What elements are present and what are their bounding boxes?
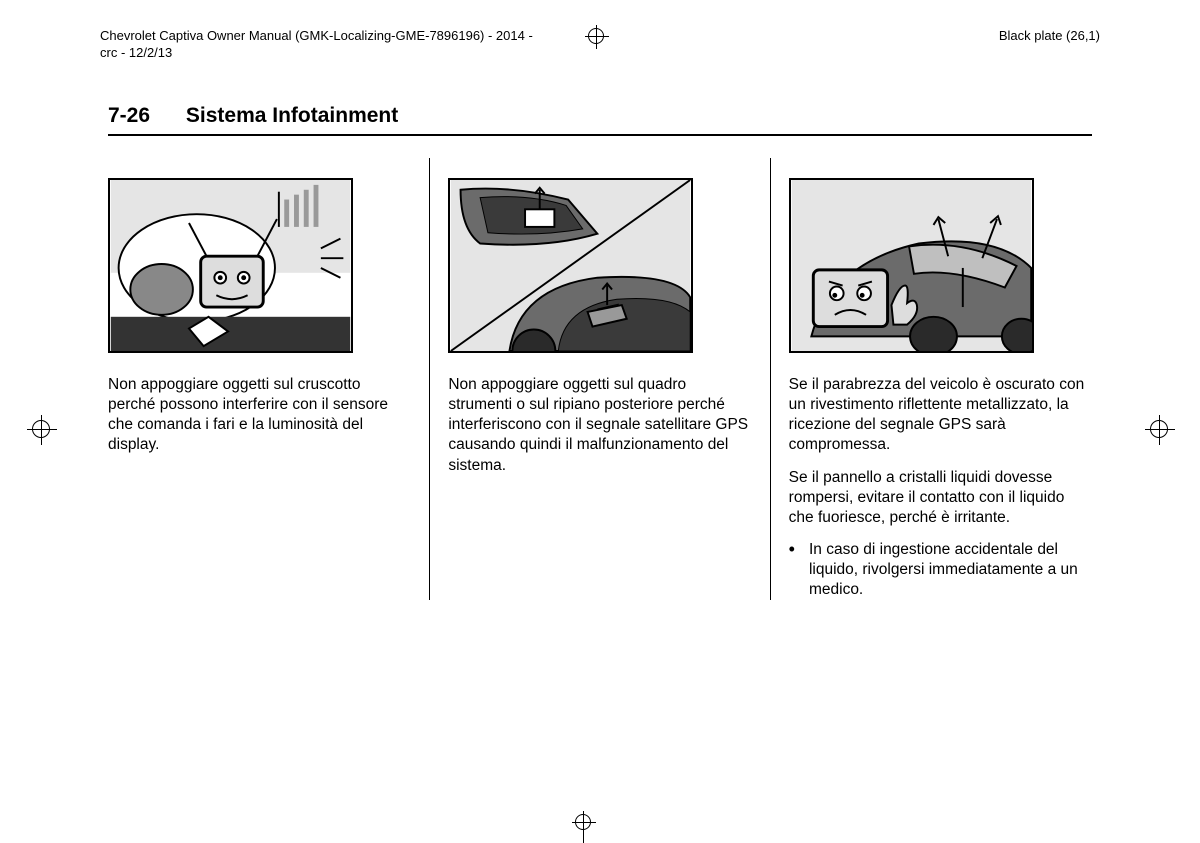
header-plate: Black plate (26,1) (999, 28, 1100, 62)
column-2: Non appoggiare oggetti sul quadro strume… (429, 158, 769, 600)
crop-mark-top-icon (588, 28, 604, 44)
column-3: Se il parabrezza del veicolo è oscurato … (770, 158, 1092, 600)
col3-bullet-text: In caso di ingestione accidentale del li… (809, 540, 1092, 600)
illustration-dashboard-sensor (108, 178, 353, 353)
registration-mark-left-icon (32, 420, 50, 438)
illustration-gps-obstruction (448, 178, 693, 353)
col1-text: Non appoggiare oggetti sul cruscotto per… (108, 375, 411, 456)
col2-text: Non appoggiare oggetti sul quadro strume… (448, 375, 751, 476)
page-number: 7-26 (108, 104, 150, 127)
bullet-dot-icon: • (789, 540, 795, 600)
col3-bullet-item: • In caso di ingestione accidentale del … (789, 540, 1092, 600)
section-title: Sistema Infotainment (186, 104, 398, 127)
header-manual-id: Chevrolet Captiva Owner Manual (GMK-Loca… (100, 28, 533, 43)
content-columns: Non appoggiare oggetti sul cruscotto per… (108, 158, 1092, 600)
crop-mark-bottom-icon (575, 814, 591, 830)
page-title: 7-26 Sistema Infotainment (108, 104, 1092, 136)
illustration-windshield-coating (789, 178, 1034, 353)
registration-mark-right-icon (1150, 420, 1168, 438)
col3-para2: Se il pannello a cristalli liquidi doves… (789, 468, 1092, 528)
column-1: Non appoggiare oggetti sul cruscotto per… (108, 158, 429, 600)
header-left: Chevrolet Captiva Owner Manual (GMK-Loca… (100, 28, 533, 62)
header-crc: crc - 12/2/13 (100, 45, 172, 60)
col3-para1: Se il parabrezza del veicolo è oscurato … (789, 375, 1092, 456)
